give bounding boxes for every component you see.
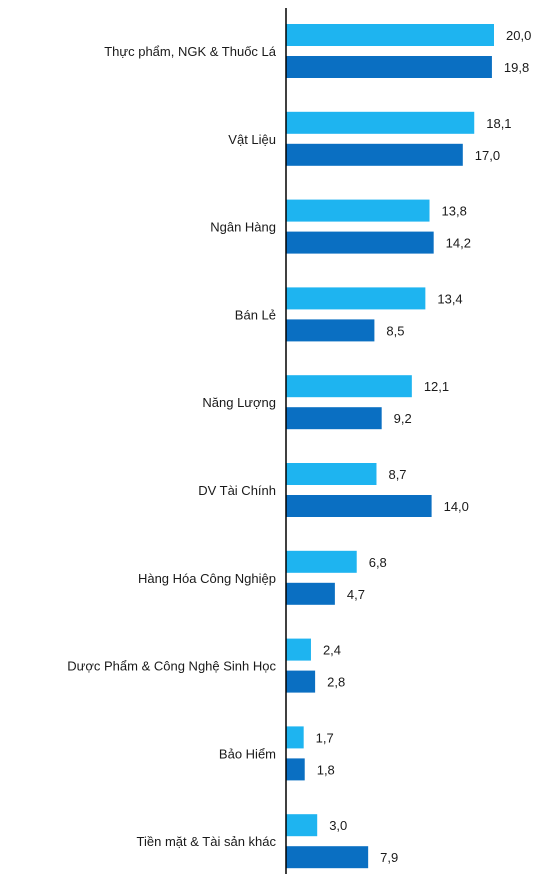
value-label-1-1: 18,1 [486, 116, 511, 131]
bars-group [286, 24, 494, 869]
bar-2-6 [286, 582, 335, 605]
category-label-3: Bán Lẻ [235, 307, 276, 322]
bar-2-0 [286, 56, 492, 78]
value-label-2-0: 19,8 [504, 60, 529, 75]
bar-1-2 [286, 199, 430, 222]
bar-1-6 [286, 550, 357, 573]
value-labels: 20,0 19,8 18,1 17,0 13,8 14,2 13,4 8,5 12,1 9,2 8,… [316, 28, 532, 865]
value-label-2-5: 14,0 [444, 499, 469, 514]
value-label-2-7: 2,8 [327, 675, 345, 690]
bar-2-8 [286, 758, 305, 781]
bar-1-4 [286, 375, 412, 398]
value-label-1-7: 2,4 [323, 643, 341, 658]
bar-1-9 [286, 814, 318, 837]
value-label-1-3: 13,4 [437, 291, 462, 306]
category-label-0: Thực phẩm, NGK & Thuốc Lá [104, 44, 277, 59]
category-labels: Thực phẩm, NGK & Thuốc Lá Vật Liệu Ngân Hà… [67, 44, 276, 849]
bar-2-1 [286, 143, 463, 166]
bar-2-4 [286, 407, 382, 430]
value-label-2-6: 4,7 [347, 587, 365, 602]
value-label-2-1: 17,0 [475, 148, 500, 163]
category-label-9: Tiền mặt & Tài sản khác [137, 834, 277, 849]
bar-2-5 [286, 495, 432, 517]
category-label-4: Năng Lượng [202, 395, 276, 410]
value-label-1-6: 6,8 [369, 555, 387, 570]
category-label-6: Hàng Hóa Công Nghiệp [138, 571, 276, 586]
category-label-2: Ngân Hàng [210, 220, 276, 235]
bar-1-1 [286, 111, 475, 134]
bar-1-0 [286, 24, 494, 46]
bar-2-9 [286, 846, 369, 869]
value-label-2-4: 9,2 [394, 411, 412, 426]
value-label-2-9: 7,9 [380, 850, 398, 865]
value-label-2-8: 1,8 [317, 762, 335, 777]
value-label-1-0: 20,0 [506, 28, 531, 43]
value-label-1-4: 12,1 [424, 379, 449, 394]
bar-1-3 [286, 287, 426, 310]
value-label-1-5: 8,7 [388, 467, 406, 482]
bar-1-8 [286, 726, 304, 749]
value-label-2-2: 14,2 [446, 236, 471, 251]
value-label-1-2: 13,8 [442, 204, 467, 219]
bar-2-3 [286, 319, 375, 342]
category-label-1: Vật Liệu [228, 132, 276, 147]
category-label-8: Bảo Hiểm [219, 746, 276, 761]
value-label-1-8: 1,7 [316, 730, 334, 745]
category-label-7: Dược Phẩm & Công Nghệ Sinh Học [67, 659, 276, 674]
value-label-2-3: 8,5 [386, 323, 404, 338]
category-label-5: DV Tài Chính [198, 483, 276, 498]
bar-2-2 [286, 231, 434, 254]
bar-1-7 [286, 638, 311, 661]
bar-1-5 [286, 463, 377, 485]
value-label-1-9: 3,0 [329, 818, 347, 833]
bar-2-7 [286, 670, 316, 693]
